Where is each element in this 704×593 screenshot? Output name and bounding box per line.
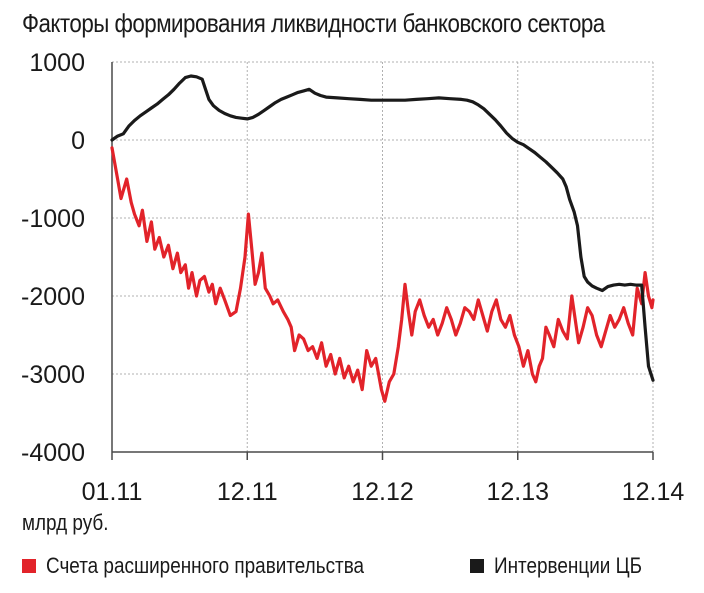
y-tick-label: 0 bbox=[71, 127, 85, 155]
axes bbox=[111, 62, 654, 460]
y-axis-ticks: 1000 0 -1000 -2000 -3000 -4000 bbox=[21, 49, 85, 467]
x-tick-label: 12.11 bbox=[217, 478, 278, 506]
legend-label-cb: Интервенции ЦБ bbox=[494, 553, 643, 578]
legend-swatch-government bbox=[22, 559, 36, 573]
series-line-government bbox=[110, 146, 655, 403]
y-axis-unit-label: млрд руб. bbox=[22, 510, 109, 535]
x-tick-label: 12.12 bbox=[351, 478, 414, 506]
x-axis-ticks: 01.11 12.11 12.12 12.13 12.14 bbox=[82, 478, 685, 506]
y-tick-label: -4000 bbox=[21, 439, 85, 467]
y-tick-label: -3000 bbox=[21, 361, 85, 389]
legend-label-government: Счета расширенного правительства bbox=[46, 553, 365, 578]
x-tick-label: 01.11 bbox=[82, 478, 143, 506]
legend-item-government: Счета расширенного правительства bbox=[22, 553, 416, 579]
series-line-cb bbox=[110, 74, 655, 382]
y-tick-label: 1000 bbox=[29, 49, 85, 77]
series-lines bbox=[110, 74, 655, 403]
y-tick-label: -1000 bbox=[21, 205, 85, 233]
y-tick-label: -2000 bbox=[21, 283, 85, 311]
legend-swatch-cb bbox=[470, 559, 484, 573]
x-tick-label: 12.14 bbox=[622, 478, 685, 506]
chart-area: 1000 0 -1000 -2000 -3000 -4000 01.11 12.11 12.1… bbox=[21, 49, 685, 506]
x-tick-label: 12.13 bbox=[486, 478, 549, 506]
legend: Счета расширенного правительства Интерве… bbox=[22, 553, 692, 585]
chart-title: Факторы формирования ликвидности банковс… bbox=[22, 8, 605, 38]
legend-item-cb: Интервенции ЦБ bbox=[470, 553, 666, 579]
